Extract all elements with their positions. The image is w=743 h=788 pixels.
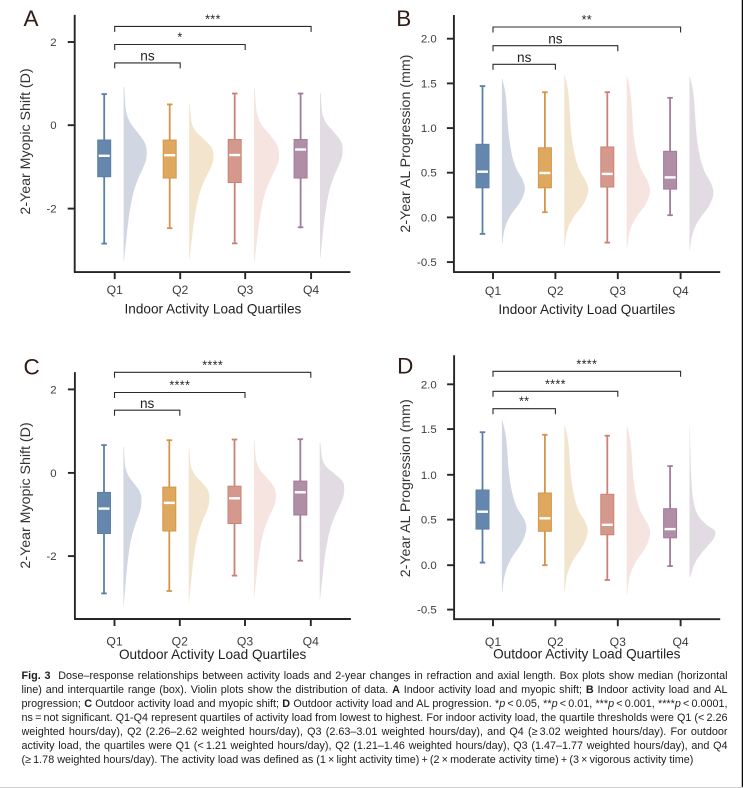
svg-text:2-Year Myopic Shift (D): 2-Year Myopic Shift (D)	[18, 68, 34, 214]
svg-text:ns: ns	[140, 396, 155, 411]
svg-text:Q1: Q1	[485, 284, 501, 298]
svg-text:Q4: Q4	[672, 284, 688, 298]
svg-text:****: ****	[202, 358, 223, 372]
svg-text:Q3: Q3	[237, 634, 253, 648]
svg-text:Outdoor Activity Load Quartile: Outdoor Activity Load Quartiles	[119, 647, 307, 662]
svg-text:0.0: 0.0	[421, 560, 437, 572]
svg-text:2.0: 2.0	[421, 34, 437, 46]
svg-text:Q1: Q1	[485, 635, 501, 649]
svg-text:**: **	[582, 13, 592, 27]
svg-text:ns: ns	[548, 32, 563, 47]
svg-text:Indoor Activity Load Quartiles: Indoor Activity Load Quartiles	[498, 302, 675, 317]
svg-text:Q4: Q4	[303, 283, 319, 297]
svg-text:1.5: 1.5	[421, 424, 437, 436]
svg-text:-2: -2	[46, 551, 56, 563]
svg-text:1.0: 1.0	[421, 470, 437, 482]
svg-text:-0.5: -0.5	[417, 605, 437, 617]
svg-text:****: ****	[169, 379, 190, 393]
svg-text:2.0: 2.0	[421, 379, 437, 391]
svg-text:*: *	[177, 31, 182, 45]
svg-text:1.0: 1.0	[421, 123, 437, 135]
svg-text:ns: ns	[140, 49, 155, 64]
svg-text:-2: -2	[46, 204, 56, 216]
svg-text:Outdoor Activity Load Quartile: Outdoor Activity Load Quartiles	[493, 647, 681, 662]
svg-text:Q2: Q2	[547, 284, 563, 298]
svg-text:-0.5: -0.5	[417, 257, 437, 269]
svg-text:D: D	[397, 354, 413, 379]
svg-text:2: 2	[50, 384, 56, 396]
svg-text:Q3: Q3	[610, 635, 626, 649]
svg-text:Q4: Q4	[303, 634, 319, 648]
svg-text:Q3: Q3	[237, 283, 253, 297]
svg-text:2: 2	[50, 37, 56, 49]
svg-text:Indoor Activity Load Quartiles: Indoor Activity Load Quartiles	[124, 302, 301, 317]
svg-text:1.5: 1.5	[421, 78, 437, 90]
svg-text:2-Year Myopic Shift (D): 2-Year Myopic Shift (D)	[18, 422, 34, 568]
svg-text:B: B	[396, 6, 411, 31]
svg-text:2-Year AL Progression (mm): 2-Year AL Progression (mm)	[398, 399, 414, 577]
svg-text:****: ****	[545, 377, 566, 391]
svg-text:0.0: 0.0	[421, 212, 437, 224]
svg-text:Q1: Q1	[106, 634, 122, 648]
svg-text:2-Year AL Progression (mm): 2-Year AL Progression (mm)	[398, 55, 414, 233]
svg-text:C: C	[24, 355, 40, 380]
svg-text:**: **	[519, 395, 529, 409]
svg-text:Q1: Q1	[107, 283, 123, 297]
svg-text:0: 0	[50, 468, 56, 480]
svg-text:0: 0	[50, 120, 56, 132]
svg-text:Q4: Q4	[672, 635, 688, 649]
svg-text:Q2: Q2	[547, 635, 563, 649]
svg-text:0.5: 0.5	[421, 515, 437, 527]
svg-text:Q2: Q2	[172, 634, 188, 648]
svg-text:***: ***	[205, 12, 221, 26]
svg-text:Q3: Q3	[610, 284, 626, 298]
svg-text:****: ****	[576, 357, 597, 371]
svg-text:ns: ns	[517, 50, 532, 65]
svg-text:A: A	[24, 6, 39, 31]
svg-text:Q2: Q2	[172, 283, 188, 297]
svg-text:0.5: 0.5	[421, 168, 437, 180]
